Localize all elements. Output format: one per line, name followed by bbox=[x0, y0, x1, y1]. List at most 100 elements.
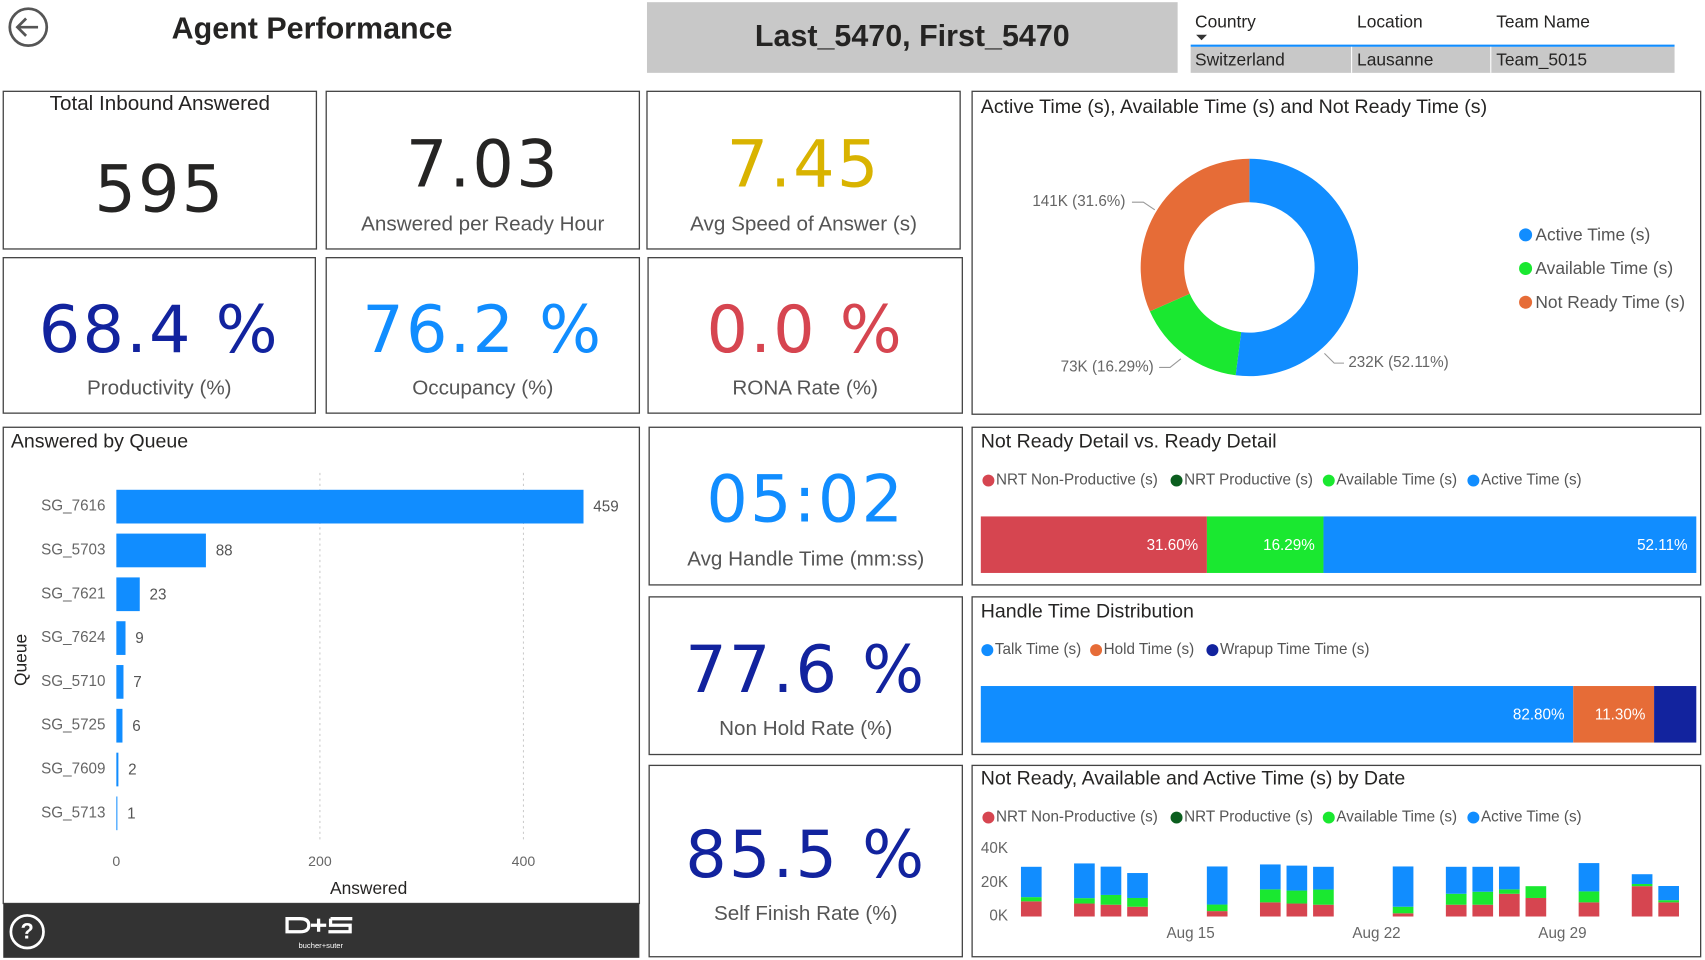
kpi-card bbox=[648, 596, 963, 756]
legend-label: NRT Productive (s) bbox=[1184, 472, 1313, 489]
value-label: 88 bbox=[216, 543, 233, 560]
filter-value: Team_5015 bbox=[1496, 49, 1587, 69]
help-button[interactable]: ? bbox=[9, 914, 45, 950]
column-segment bbox=[1445, 904, 1467, 917]
kpi-label: Occupancy (%) bbox=[412, 377, 553, 400]
value-label: 1 bbox=[127, 805, 135, 822]
y-tick-label: 0K bbox=[989, 908, 1008, 925]
legend-label: Talk Time (s) bbox=[995, 641, 1081, 658]
column-segment bbox=[1286, 890, 1308, 904]
column-segment bbox=[1472, 904, 1494, 917]
kpi-value: 76.2 % bbox=[362, 292, 603, 368]
help-circle[interactable] bbox=[9, 914, 45, 950]
kpi-card bbox=[646, 90, 961, 250]
column-segment bbox=[1578, 891, 1600, 903]
column-segment bbox=[1100, 866, 1122, 895]
column-segment bbox=[1074, 898, 1095, 904]
x-tick-label: 200 bbox=[308, 853, 332, 869]
legend-label: Available Time (s) bbox=[1336, 472, 1457, 489]
legend-swatch bbox=[981, 644, 994, 657]
legend-swatch bbox=[1206, 644, 1219, 657]
slice-label: 232K (52.11%) bbox=[1348, 354, 1448, 371]
slice-label: 141K (31.6%) bbox=[1032, 193, 1125, 210]
column-segment bbox=[1286, 865, 1308, 891]
kpi-value: 0.0 % bbox=[707, 292, 904, 368]
legend-swatch bbox=[1519, 228, 1533, 242]
column-segment bbox=[1074, 903, 1095, 917]
kpi-value: 77.6 % bbox=[685, 632, 926, 708]
chart-title: Active Time (s), Available Time (s) and … bbox=[981, 96, 1487, 118]
kpi-value: 7.45 bbox=[727, 127, 881, 203]
filter-label: Country bbox=[1195, 11, 1256, 31]
column-segment bbox=[1525, 886, 1547, 898]
bar bbox=[116, 621, 126, 655]
legend-label: Active Time (s) bbox=[1535, 225, 1650, 245]
value-label: 82.80% bbox=[1513, 706, 1565, 723]
column-segment bbox=[1313, 904, 1334, 917]
y-tick-label: 20K bbox=[981, 874, 1008, 891]
y-tick-label: SG_7621 bbox=[41, 585, 105, 602]
bar bbox=[116, 665, 124, 699]
kpi-label: Non Hold Rate (%) bbox=[719, 717, 892, 740]
kpi-value: 68.4 % bbox=[39, 292, 280, 368]
page-title: Agent Performance bbox=[172, 11, 453, 45]
donut-slice bbox=[1149, 293, 1242, 376]
column-segment bbox=[1313, 866, 1334, 890]
legend-label: Wrapup Time Time (s) bbox=[1220, 641, 1369, 658]
value-label: 31.60% bbox=[1147, 537, 1199, 554]
legend-label: Active Time (s) bbox=[1481, 472, 1582, 489]
column-segment bbox=[1525, 897, 1547, 917]
column-segment bbox=[1020, 897, 1042, 902]
y-tick-label: SG_5713 bbox=[41, 804, 105, 821]
column-segment bbox=[1658, 902, 1679, 917]
help-icon[interactable]: ? bbox=[21, 919, 34, 944]
kpi-card bbox=[2, 90, 318, 250]
value-label: 52.11% bbox=[1637, 537, 1688, 554]
bar-segment bbox=[1206, 516, 1324, 573]
legend-swatch bbox=[1467, 811, 1480, 824]
legend-label: Active Time (s) bbox=[1481, 809, 1582, 826]
kpi-card bbox=[648, 426, 963, 586]
bar-segment bbox=[1573, 686, 1655, 743]
column-segment bbox=[1631, 874, 1653, 884]
legend-swatch bbox=[982, 474, 995, 487]
y-tick-label: SG_7609 bbox=[41, 761, 105, 778]
back-arrow[interactable] bbox=[15, 17, 39, 37]
kpi-label: Self Finish Rate (%) bbox=[714, 902, 898, 925]
column-segment bbox=[1498, 889, 1520, 894]
value-label: 6 bbox=[132, 718, 140, 735]
agent-name: Last_5470, First_5470 bbox=[755, 19, 1070, 53]
column-segment bbox=[1313, 889, 1334, 905]
sort-arrow[interactable] bbox=[1196, 34, 1207, 41]
legend-swatch bbox=[1170, 811, 1183, 824]
column-segment bbox=[1127, 906, 1148, 917]
column-segment bbox=[1286, 903, 1308, 917]
value-label: 9 bbox=[135, 630, 143, 647]
chart-panel bbox=[971, 764, 1702, 958]
legend-swatch bbox=[1170, 474, 1183, 487]
legend-label: Available Time (s) bbox=[1535, 258, 1673, 278]
y-tick-label: SG_5710 bbox=[41, 673, 105, 690]
column-segment bbox=[1100, 904, 1122, 917]
kpi-value: 595 bbox=[94, 152, 225, 228]
back-button[interactable] bbox=[8, 7, 49, 48]
column-segment bbox=[1127, 897, 1148, 907]
filter-label: Location bbox=[1357, 11, 1423, 31]
column-segment bbox=[1259, 889, 1281, 903]
column-segment bbox=[1472, 866, 1494, 892]
back-circle[interactable] bbox=[8, 7, 49, 48]
y-tick-label: SG_7624 bbox=[41, 629, 106, 646]
column-segment bbox=[1020, 901, 1042, 917]
filter-value: Lausanne bbox=[1357, 49, 1433, 69]
bar bbox=[116, 752, 119, 787]
donut-slice bbox=[1140, 158, 1250, 312]
leader-line bbox=[1159, 358, 1182, 369]
legend-label: Not Ready Time (s) bbox=[1535, 292, 1685, 312]
filter-label: Team Name bbox=[1496, 11, 1590, 31]
chart-title: Not Ready Detail vs. Ready Detail bbox=[981, 431, 1277, 453]
bar bbox=[116, 796, 118, 831]
bar-segment bbox=[980, 516, 1207, 573]
logo-mark bbox=[285, 917, 353, 934]
legend-label: Available Time (s) bbox=[1336, 809, 1457, 826]
leader-line bbox=[1131, 201, 1156, 211]
